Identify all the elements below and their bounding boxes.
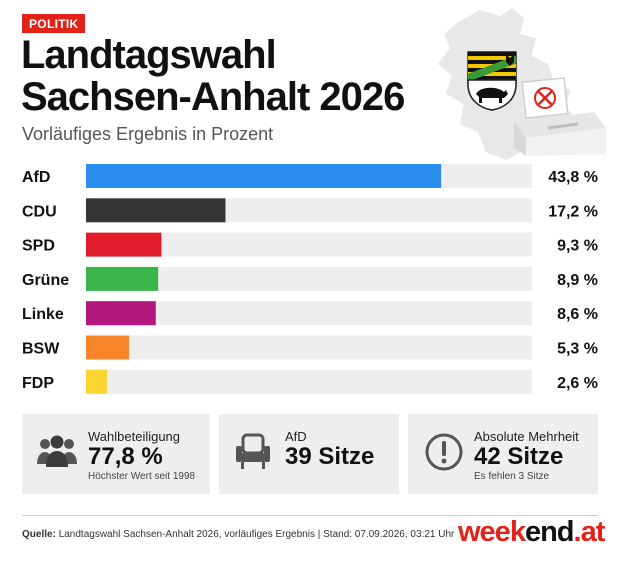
category-label: CDU [22,203,57,220]
bar-3 [86,266,159,291]
brand-logo[interactable]: weekend.at [458,516,606,549]
seats-label: AfD [285,429,307,444]
title-line-1: Landtagswahl [21,33,277,77]
category-label: Grüne [22,272,69,289]
category-label: BSW [22,341,60,358]
majority-label: Absolute Mehrheit [474,429,579,444]
turnout-label: Wahlbeteiligung [88,429,181,444]
value-label: 2,6 % [557,375,598,392]
armchair-icon [236,433,270,469]
title-line-2: Sachsen-Anhalt 2026 [21,75,405,119]
bar-4 [86,301,156,326]
people-icon [37,435,77,467]
info-box-seats: AfD 39 Sitze [219,414,399,494]
category-label: Linke [22,306,64,323]
coat-of-arms-icon [467,51,517,111]
seats-value: 39 Sitze [285,443,375,470]
footer-source: Quelle: Landtagswahl Sachsen-Anhalt 2026… [22,529,454,540]
page-title: Landtagswahl Sachsen-Anhalt 2026 [21,33,405,119]
page-subtitle: Vorläufiges Ergebnis in Prozent [22,124,274,144]
source-text: Landtagswahl Sachsen-Anhalt 2026, vorläu… [58,529,455,540]
value-label: 8,9 % [557,272,598,289]
majority-note: Es fehlen 3 Sitze [474,471,550,482]
category-label: SPD [22,238,55,255]
value-label: 43,8 % [548,169,598,186]
info-box-majority: Absolute Mehrheit 42 Sitze Es fehlen 3 S… [408,414,598,494]
bar-track [86,301,532,326]
bar-1 [86,198,226,223]
bar-6 [86,369,108,394]
footer-divider [22,515,598,516]
bar-2 [86,232,162,257]
bar-chart: AfD 43,8 % CDU 17,2 % SPD 9,3 % Grüne 8,9 % Link… [22,164,598,394]
ballot-box-icon [514,77,606,156]
turnout-note: Höchster Wert seit 1998 [88,471,196,482]
value-label: 17,2 % [548,203,598,220]
brand-logo-part-2: end [524,516,575,548]
bar-track [86,369,532,394]
bar-track [86,266,532,291]
category-label: FDP [22,375,54,392]
category-label: AfD [22,169,50,186]
turnout-value: 77,8 % [88,443,163,470]
category-badge: POLITIK [22,14,86,33]
value-label: 8,6 % [557,306,598,323]
exclamation-icon [425,433,463,471]
source-label: Quelle: [22,529,56,540]
bar-track [86,335,532,360]
bar-5 [86,335,129,360]
brand-logo-part-1: week [458,516,526,548]
brand-logo-part-3: .at [573,516,606,548]
info-box-turnout: Wahlbeteiligung 77,8 % Höchster Wert sei… [22,414,210,494]
value-label: 9,3 % [557,238,598,255]
value-label: 5,3 % [557,341,598,358]
bar-0 [86,164,442,188]
majority-value: 42 Sitze [474,443,564,470]
